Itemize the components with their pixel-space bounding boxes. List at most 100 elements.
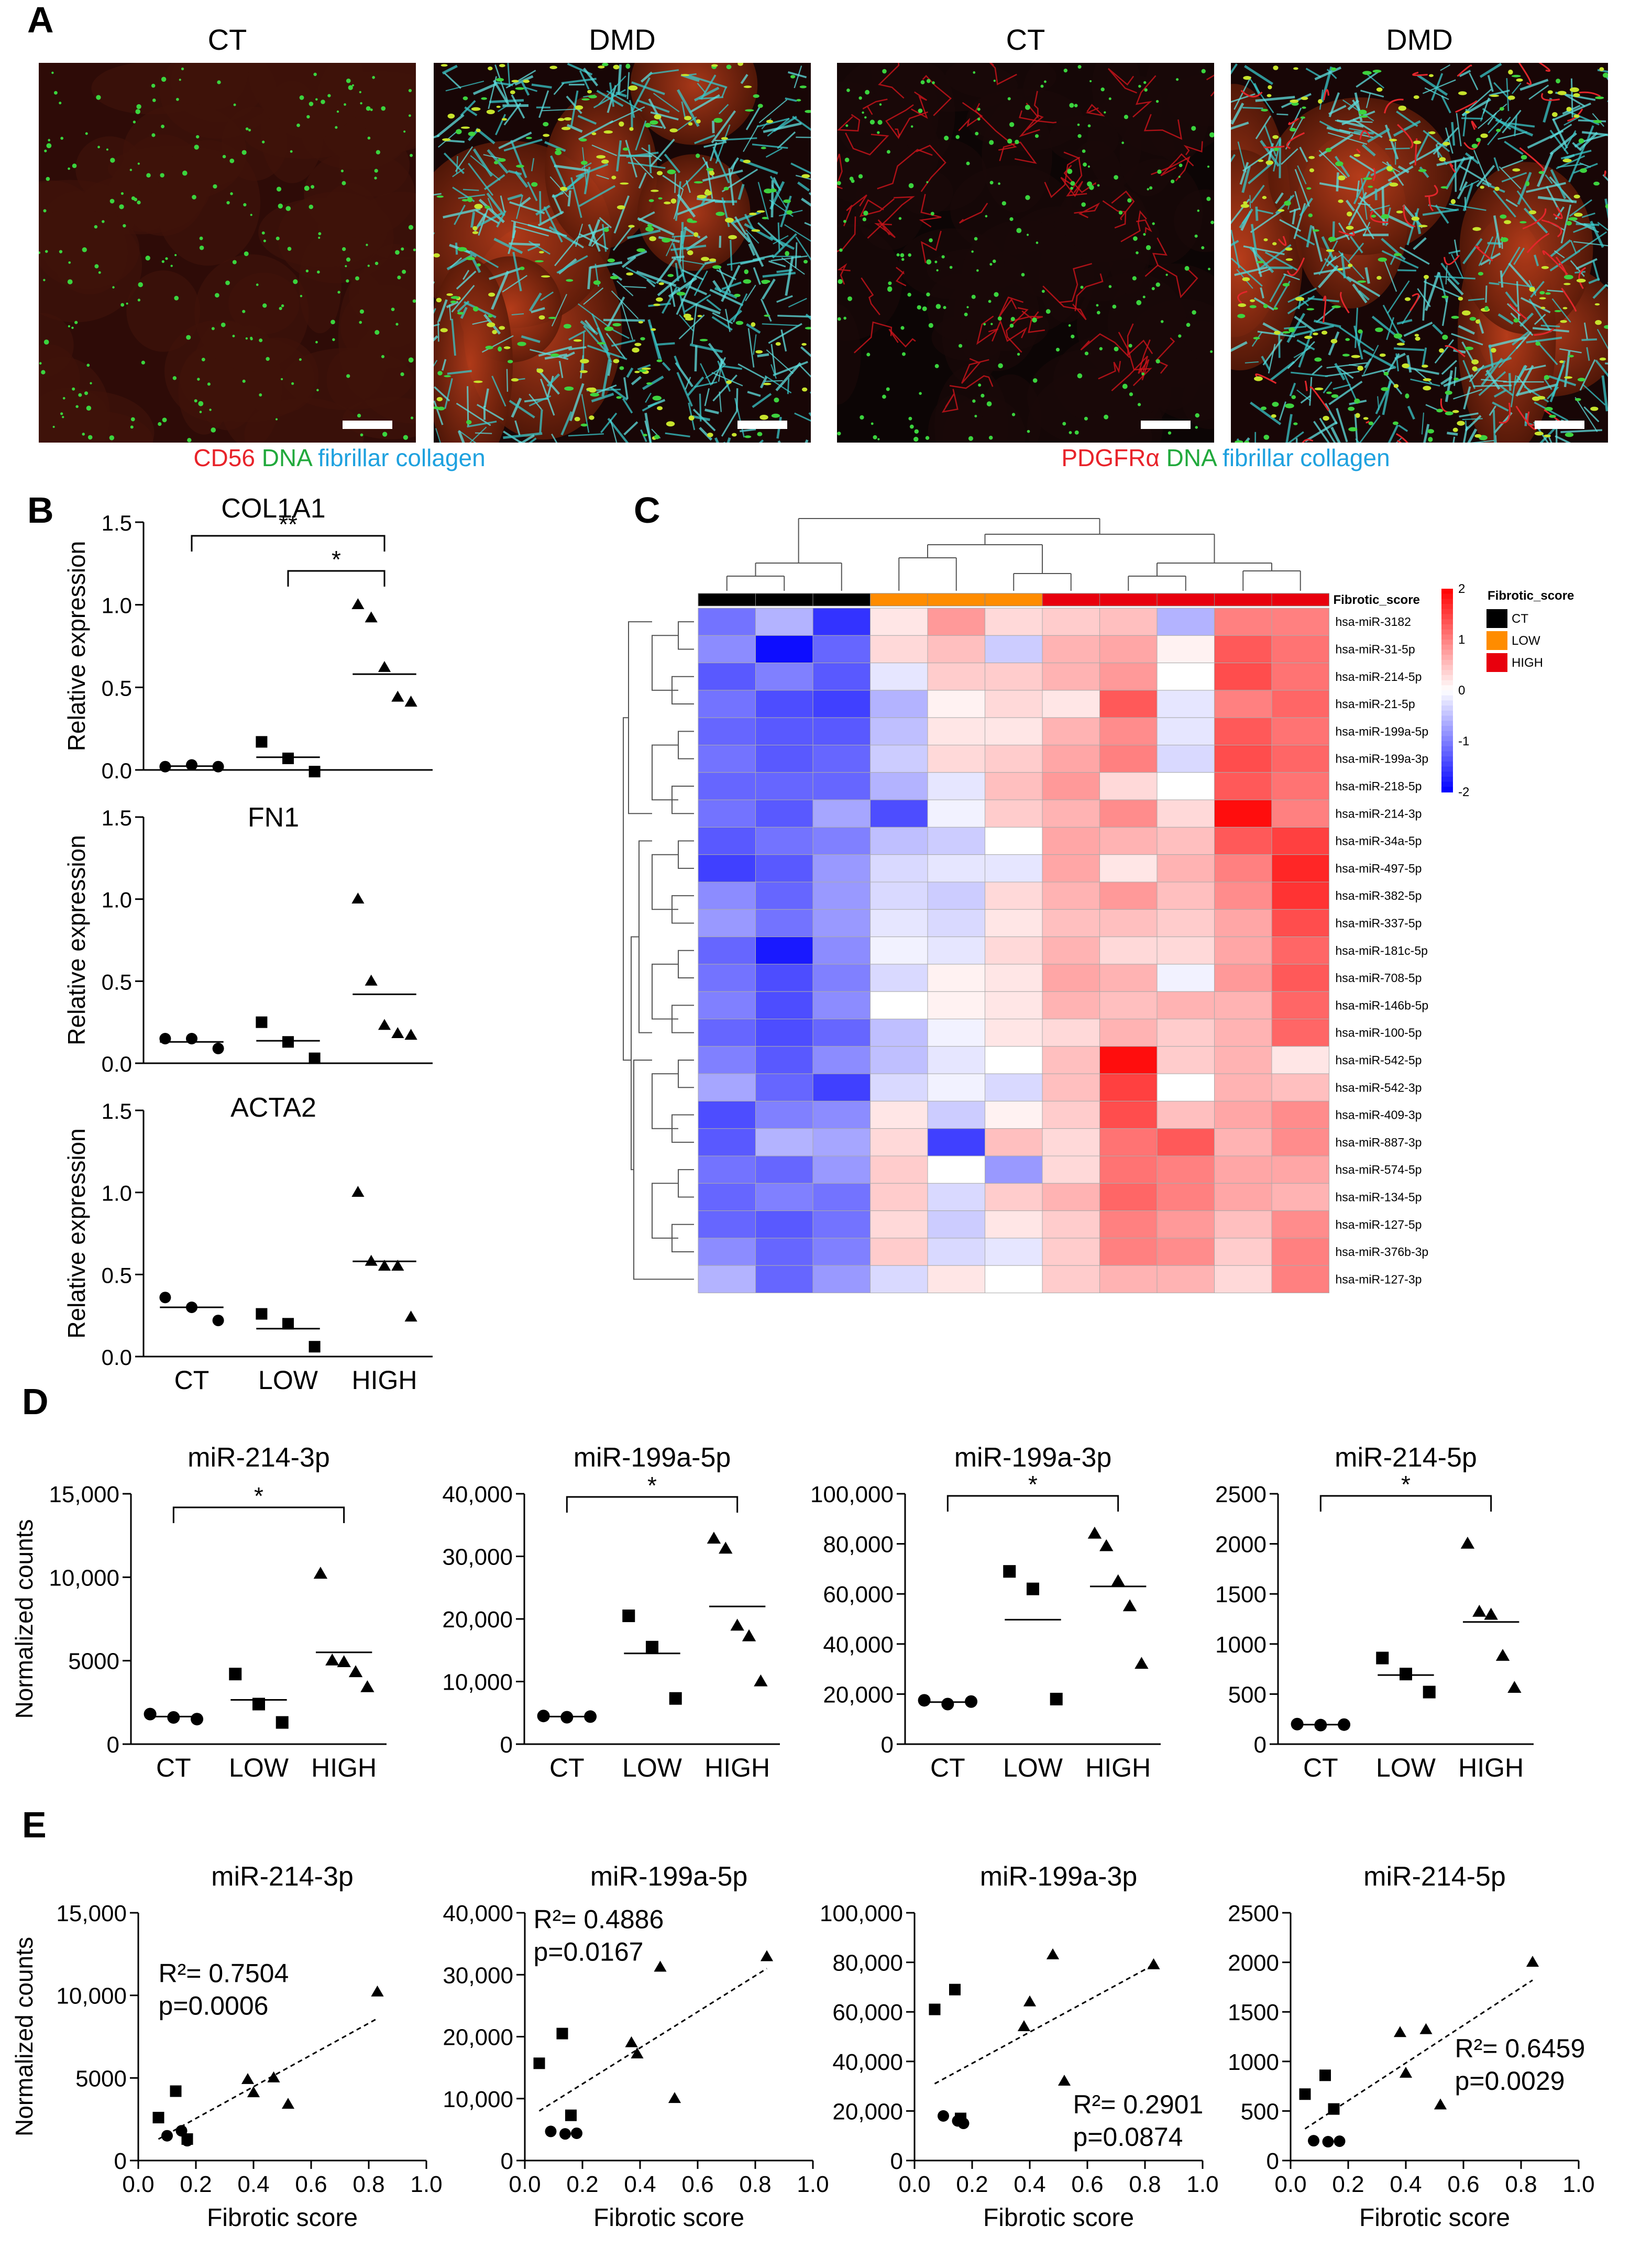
nucleus-dot (1346, 225, 1354, 230)
heatmap-cell (1157, 1265, 1215, 1293)
heatmap-cell (985, 663, 1043, 691)
collagen-fibril (475, 210, 500, 224)
pdgfra-stain (1449, 163, 1456, 173)
y-tick-label: 0 (890, 2148, 903, 2174)
nucleus-dot (844, 158, 850, 162)
collagen-fibril (1451, 333, 1483, 346)
heatmap-cell (870, 991, 928, 1019)
nucleus-dot (1566, 221, 1572, 226)
nucleus-dot (1375, 327, 1383, 332)
nucleus-dot (86, 363, 90, 367)
pdgfra-stain (1255, 373, 1277, 384)
collagen-fibril (1304, 421, 1338, 443)
nucleus-dot (1372, 70, 1382, 73)
nucleus-dot (696, 119, 701, 124)
nucleus-dot (1544, 434, 1551, 437)
collagen-fibril (1469, 365, 1484, 382)
pdgfra-stain (1338, 230, 1356, 236)
nucleus-dot (1032, 317, 1037, 323)
nucleus-dot (1402, 363, 1409, 368)
collagen-fibril (1397, 269, 1416, 272)
nucleus-dot (39, 251, 41, 254)
nucleus-dot (472, 226, 478, 230)
nucleus-dot (1389, 182, 1398, 187)
nucleus-dot (753, 94, 759, 98)
nucleus-dot (1184, 266, 1190, 271)
nucleus-dot (359, 91, 361, 94)
muscle-fiber (39, 208, 142, 323)
x-tick-label: 0.4 (1014, 2172, 1045, 2197)
collagen-fibril (1342, 100, 1374, 122)
data-point (360, 1680, 375, 1692)
heatmap-cell (698, 1046, 756, 1074)
nucleus-dot (1556, 79, 1560, 84)
nucleus-dot (619, 121, 624, 127)
pdgfra-stain (1359, 130, 1371, 140)
data-point (1299, 2088, 1311, 2100)
data-point (282, 1036, 294, 1048)
pdgfra-stain (1060, 177, 1083, 197)
collagen-fibril (588, 219, 601, 247)
nucleus-dot (783, 199, 791, 203)
nucleus-dot (845, 124, 849, 127)
dendrogram-branch (633, 1059, 652, 1280)
nucleus-dot (755, 350, 763, 354)
data-point (929, 2003, 941, 2015)
y-tick-label: 60,000 (832, 2000, 903, 2025)
collagen-fibril (443, 152, 465, 174)
y-tick-label: 0 (881, 1732, 894, 1758)
nucleus-dot (198, 401, 204, 406)
x-tick-label: HIGH (311, 1753, 377, 1782)
nucleus-dot (68, 261, 71, 264)
collagen-fibril (653, 93, 680, 113)
nucleus-dot (447, 113, 455, 119)
collagen-fibril (681, 226, 687, 244)
x-tick-label: 0.4 (237, 2172, 269, 2197)
nucleus-dot (785, 251, 789, 256)
nucleus-dot (1326, 391, 1332, 394)
collagen-fibril (1399, 246, 1430, 265)
nucleus-dot (913, 436, 919, 442)
stat-annotation: R²= 0.4886 (534, 1905, 664, 1934)
collagen-fibril (1547, 289, 1565, 293)
collagen-fibril (648, 98, 666, 129)
nucleus-dot (713, 118, 723, 123)
collagen-fibril (462, 270, 470, 280)
nucleus-dot (460, 126, 470, 129)
nucleus-dot (276, 236, 280, 240)
nucleus-dot (926, 259, 932, 265)
collagen-fibril (1255, 115, 1272, 139)
data-point (760, 1950, 774, 1962)
heatmap-cell (1271, 1210, 1329, 1239)
y-tick-label: 30,000 (442, 1545, 513, 1570)
nucleus-dot (1192, 310, 1196, 315)
nucleus-dot (693, 181, 703, 184)
y-tick-label: 20,000 (442, 1607, 513, 1633)
nucleus-dot (656, 171, 663, 175)
heatmap-cell (927, 690, 985, 718)
heatmap-cell (1099, 1019, 1158, 1047)
pdgfra-stain (1263, 145, 1285, 149)
collagen-fibril (631, 77, 651, 112)
nucleus-dot (864, 116, 867, 119)
collagen-fibril (1563, 116, 1581, 126)
pdgfra-stain (1519, 147, 1545, 171)
nucleus-dot (1574, 398, 1581, 401)
nucleus-dot (756, 210, 765, 213)
caption-part: fibrillar collagen (311, 444, 485, 471)
heatmap-cell (1157, 991, 1215, 1019)
collagen-fibril (581, 394, 590, 433)
nucleus-dot (538, 315, 545, 320)
collagen-fibril (800, 346, 811, 357)
y-tick-label: 10,000 (443, 2087, 513, 2112)
collagen-fibril (1364, 358, 1372, 368)
collagen-fibril (745, 229, 759, 244)
nucleus-dot (1295, 296, 1305, 301)
dendrogram-branch (678, 1059, 694, 1088)
collagen-fibril (1555, 435, 1571, 443)
collagen-fibril (478, 199, 505, 224)
heatmap-cell (698, 936, 756, 965)
collagen-fibril (506, 369, 509, 392)
heatmap-cell (1214, 1073, 1272, 1101)
nucleus-dot (199, 245, 204, 250)
